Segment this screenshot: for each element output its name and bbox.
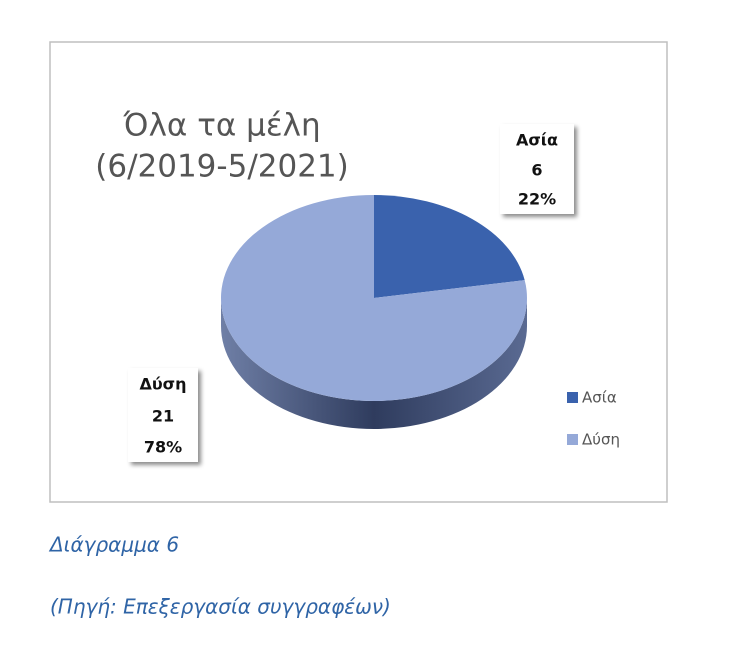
legend-swatch bbox=[567, 434, 578, 445]
data-label-box bbox=[500, 124, 574, 214]
legend-label: Δύση bbox=[582, 431, 620, 449]
data-label-percent: 22% bbox=[518, 190, 556, 209]
caption-source: (Πηγή: Επεξεργασία συγγραφέων) bbox=[50, 595, 391, 619]
data-label-percent: 78% bbox=[144, 438, 182, 457]
pie bbox=[221, 195, 527, 429]
data-label-box bbox=[128, 368, 198, 462]
legend-label: Ασία bbox=[582, 389, 617, 407]
pie-slice bbox=[221, 195, 527, 401]
legend: Ασία Δύση bbox=[567, 389, 620, 449]
caption-label: Διάγραμμα 6 bbox=[48, 533, 179, 557]
data-label-category: Ασία bbox=[516, 131, 558, 150]
pie-slice bbox=[374, 195, 525, 298]
pie-side bbox=[221, 298, 527, 429]
data-label-value: 6 bbox=[531, 161, 542, 180]
data-label-value: 21 bbox=[152, 407, 174, 426]
chart-title: (6/2019-5/2021) bbox=[95, 149, 349, 185]
chart-title: Όλα τα μέλη bbox=[122, 108, 320, 144]
legend-swatch bbox=[567, 392, 578, 403]
data-label-category: Δύση bbox=[139, 375, 186, 394]
data-labels: Ασία 6 22% Δύση 21 78% bbox=[128, 124, 574, 462]
